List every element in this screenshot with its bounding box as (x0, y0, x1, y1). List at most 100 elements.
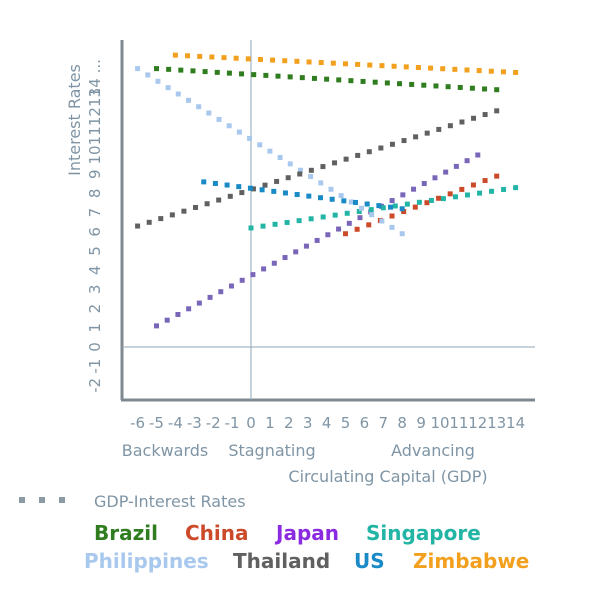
series-dot-zimbabwe (306, 59, 312, 65)
series-dot-singapore (404, 201, 410, 207)
series-dot-brazil (324, 76, 330, 82)
series-dot-philippines (369, 212, 375, 218)
series-dot-japan (357, 215, 363, 221)
series-dot-philippines (358, 205, 364, 211)
series-dot-singapore (272, 221, 278, 227)
series-dot-zimbabwe (270, 57, 276, 63)
series-dot-us (212, 180, 218, 186)
series-dot-japan (239, 277, 245, 283)
series-dot-brazil (469, 85, 475, 91)
series-dot-brazil (299, 75, 305, 81)
series-dot-japan (196, 300, 202, 306)
series-dot-singapore (380, 205, 386, 211)
series-dot-china (354, 226, 360, 232)
series-dot-singapore (489, 188, 495, 194)
series-dot-brazil (178, 67, 184, 73)
series-dot-zimbabwe (282, 58, 288, 64)
series-dot-brazil (457, 84, 463, 90)
series-dot-china (459, 186, 465, 192)
series-dot-philippines (226, 123, 232, 129)
series-dot-singapore (392, 203, 398, 209)
x-tick-label: -6 (130, 414, 145, 432)
series-dot-japan (250, 272, 256, 278)
legend-item-philippines: Philippines (84, 549, 209, 573)
series-dot-us (201, 179, 207, 185)
series-dot-china (401, 209, 407, 215)
series-dot-brazil (226, 70, 232, 76)
y-tick-label: 8 (86, 189, 104, 199)
series-dot-philippines (297, 167, 303, 173)
series-dot-philippines (389, 224, 395, 230)
series-dot-brazil (421, 82, 427, 88)
series-dot-brazil (263, 72, 269, 78)
series-dot-us (306, 193, 312, 199)
series-dot-philippines (236, 129, 242, 135)
series-dot-thailand (297, 171, 303, 177)
series-dot-singapore (440, 196, 446, 202)
series-dot-singapore (416, 199, 422, 205)
series-dot-brazil (372, 79, 378, 85)
x-tick-label: -4 (168, 414, 183, 432)
x-tick-label: 5 (341, 414, 351, 432)
series-dot-us (388, 204, 394, 210)
y-tick-label: 7 (86, 208, 104, 218)
series-dot-singapore (344, 210, 350, 216)
series-dot-thailand (320, 164, 326, 170)
series-dot-singapore (284, 219, 290, 225)
series-dot-us (376, 203, 382, 209)
series-dot-japan (218, 289, 224, 295)
series-dot-us (236, 184, 242, 190)
y-tick-label: 0 (86, 342, 104, 352)
series-dot-brazil (239, 71, 245, 77)
series-dot-zimbabwe (197, 53, 203, 59)
series-dot-us (329, 196, 335, 202)
series-dot-zimbabwe (379, 63, 385, 69)
series-dot-thailand (181, 208, 187, 214)
series-dot-singapore (308, 216, 314, 222)
y-tick-label: 5 (86, 246, 104, 256)
series-dot-zimbabwe (221, 55, 227, 61)
series-dot-japan (325, 232, 331, 238)
series-dot-thailand (424, 130, 430, 136)
series-dot-china (447, 191, 453, 197)
x-tick-label: -2 (206, 414, 221, 432)
series-dot-brazil (433, 83, 439, 89)
series-dot-china (482, 178, 488, 184)
series-dot-philippines (379, 218, 385, 224)
series-dot-zimbabwe (415, 65, 421, 71)
x-tick-label: -1 (225, 414, 240, 432)
series-dot-zimbabwe (294, 58, 300, 64)
series-dot-brazil (409, 81, 415, 87)
x-tick-label: 0 (246, 414, 256, 432)
series-dot-us (353, 199, 359, 205)
series-dot-philippines (135, 66, 141, 72)
y-tick-label: 13 (86, 88, 104, 107)
series-dot-japan (186, 306, 192, 312)
series-dot-japan (261, 266, 267, 272)
series-dot-brazil (445, 84, 451, 90)
series-dot-zimbabwe (209, 54, 215, 60)
series-dot-us (247, 185, 253, 191)
series-dot-zimbabwe (330, 60, 336, 66)
series-dot-japan (164, 317, 170, 323)
series-dot-thailand (204, 201, 210, 207)
series-dot-singapore (501, 186, 507, 192)
series-dot-philippines (348, 199, 354, 205)
series-dot-brazil (154, 66, 159, 72)
x-axis-title: Circulating Capital (GDP) (288, 467, 487, 486)
legend-item-us: US (354, 549, 385, 573)
series-dot-singapore (332, 212, 338, 218)
series-dot-thailand (343, 156, 349, 162)
x-tick-label: 2 (284, 414, 294, 432)
y-tick-label: -1 (86, 359, 104, 374)
series-dot-philippines (175, 91, 181, 97)
series-dot-philippines (196, 104, 202, 110)
x-tick-label: 14 (506, 414, 525, 432)
series-dot-philippines (338, 193, 344, 199)
series-dot-china (494, 173, 500, 179)
series-dot-zimbabwe (476, 68, 482, 74)
x-tick-label: 1 (265, 414, 275, 432)
series-dot-singapore (464, 192, 470, 198)
series-dot-philippines (308, 174, 314, 180)
series-dot-philippines (145, 72, 151, 78)
